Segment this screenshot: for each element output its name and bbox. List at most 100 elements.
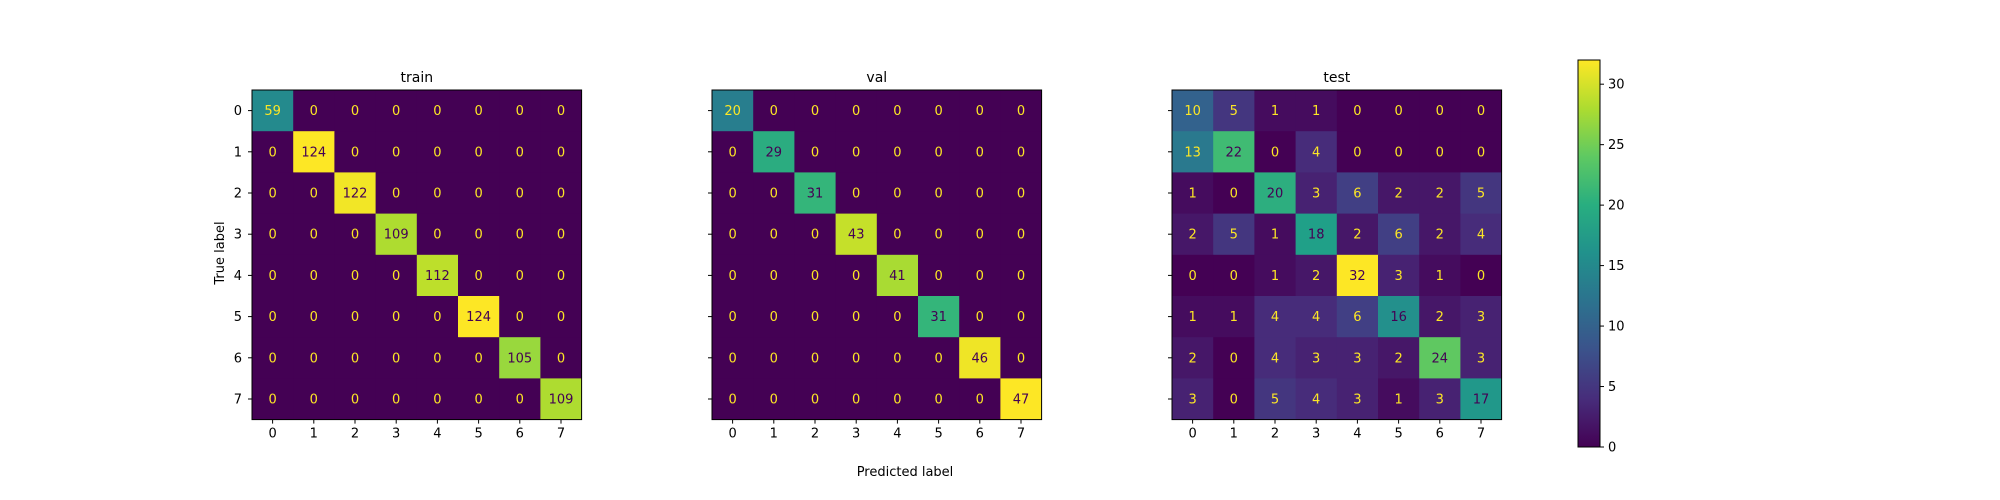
heatmap-cell — [1336, 172, 1379, 214]
cell-value-label: 0 — [1436, 145, 1444, 160]
cell-value-label: 1 — [1188, 310, 1196, 325]
heatmap-cell — [918, 337, 960, 379]
heatmap-cell — [1460, 213, 1502, 256]
cell-value-label: 109 — [384, 228, 409, 243]
cell-value-label: 0 — [934, 228, 942, 243]
cell-value-label: 0 — [516, 310, 524, 325]
cell-value-label: 0 — [433, 187, 441, 202]
heatmap-cell — [1460, 172, 1502, 214]
cell-value-label: 46 — [972, 351, 989, 366]
cell-value-label: 0 — [728, 351, 736, 366]
y-tick-label: 7 — [234, 393, 242, 408]
cell-value-label: 0 — [392, 187, 400, 202]
heatmap-cell — [252, 213, 294, 256]
heatmap-cell — [1378, 213, 1420, 256]
cell-value-label: 0 — [770, 393, 778, 408]
cell-value-label: 0 — [852, 145, 860, 160]
cell-value-label: 0 — [433, 310, 441, 325]
x-tick-label: 5 — [1394, 427, 1402, 442]
cell-value-label: 0 — [1230, 269, 1238, 284]
cell-value-label: 0 — [474, 351, 482, 366]
heatmap-cell — [1336, 213, 1379, 256]
cell-value-label: 0 — [852, 351, 860, 366]
cell-value-label: 22 — [1226, 145, 1243, 160]
heatmap-cell — [293, 131, 335, 173]
heatmap-cell — [1172, 254, 1214, 297]
cell-value-label: 13 — [1184, 145, 1201, 160]
cell-value-label: 0 — [934, 145, 942, 160]
heatmap-cell — [959, 131, 1001, 173]
cell-value-label: 0 — [351, 104, 359, 119]
heatmap-cell — [1000, 296, 1042, 338]
heatmap-cell — [540, 172, 582, 214]
cell-value-label: 0 — [310, 393, 318, 408]
cell-value-label: 16 — [1390, 310, 1407, 325]
cell-value-label: 105 — [507, 351, 532, 366]
heatmap-cell — [876, 296, 919, 338]
heatmap-cell — [458, 131, 500, 173]
cell-value-label: 0 — [1188, 269, 1196, 284]
x-axis-label: Predicted label — [857, 465, 954, 480]
cell-value-label: 0 — [728, 269, 736, 284]
cell-value-label: 2 — [1188, 351, 1196, 366]
cell-value-label: 3 — [1312, 351, 1320, 366]
heatmap-cell — [753, 131, 795, 173]
cell-value-label: 0 — [557, 145, 565, 160]
heatmap-cell — [252, 296, 294, 338]
x-tick-label: 0 — [728, 427, 736, 442]
cell-value-label: 0 — [1017, 269, 1025, 284]
heatmap-cell — [876, 131, 919, 173]
heatmap-cell — [252, 131, 294, 173]
heatmap-cell — [1000, 378, 1042, 420]
cell-value-label: 0 — [811, 351, 819, 366]
heatmap-cell — [1172, 90, 1214, 132]
cell-value-label: 3 — [1394, 269, 1402, 284]
cell-value-label: 0 — [811, 393, 819, 408]
heatmap-cell — [499, 337, 541, 379]
heatmap-cell — [540, 213, 582, 256]
heatmap-cell — [959, 296, 1001, 338]
y-tick-label: 1 — [234, 145, 242, 160]
heatmap-cell — [1419, 131, 1461, 173]
heatmap-cell — [1254, 296, 1296, 338]
heatmap-cell — [499, 296, 541, 338]
x-tick-label: 7 — [1477, 427, 1485, 442]
cell-value-label: 5 — [1230, 228, 1238, 243]
cell-value-label: 0 — [728, 187, 736, 202]
cell-value-label: 0 — [310, 187, 318, 202]
cell-value-label: 0 — [433, 351, 441, 366]
heatmap-cell — [293, 213, 335, 256]
x-tick-label: 1 — [770, 427, 778, 442]
heatmap-cell — [918, 172, 960, 214]
heatmap-cell — [1378, 90, 1420, 132]
cell-value-label: 0 — [474, 145, 482, 160]
heatmap-cell — [416, 296, 459, 338]
heatmap-cell — [753, 337, 795, 379]
heatmap-cell — [876, 337, 919, 379]
cell-value-label: 0 — [268, 351, 276, 366]
heatmap-cell — [540, 337, 582, 379]
cell-value-label: 5 — [1230, 104, 1238, 119]
x-tick-label: 4 — [433, 427, 441, 442]
cell-value-label: 0 — [1353, 145, 1361, 160]
heatmap-cell — [540, 90, 582, 132]
heatmap-cell — [375, 378, 418, 420]
cell-value-label: 0 — [351, 269, 359, 284]
cell-value-label: 0 — [433, 393, 441, 408]
heatmap-cell — [416, 254, 459, 297]
cell-value-label: 0 — [310, 269, 318, 284]
cell-value-label: 0 — [852, 104, 860, 119]
cell-value-label: 0 — [811, 104, 819, 119]
heatmap-cell — [540, 131, 582, 173]
heatmap-cell — [252, 378, 294, 420]
x-tick-label: 1 — [310, 427, 318, 442]
cell-value-label: 0 — [1017, 187, 1025, 202]
heatmap-cell — [753, 296, 795, 338]
heatmap-cell — [918, 131, 960, 173]
heatmap-cell — [458, 296, 500, 338]
heatmap-cell — [712, 254, 754, 297]
heatmap-cell — [835, 90, 878, 132]
cell-value-label: 3 — [1312, 187, 1320, 202]
cell-value-label: 109 — [549, 393, 574, 408]
